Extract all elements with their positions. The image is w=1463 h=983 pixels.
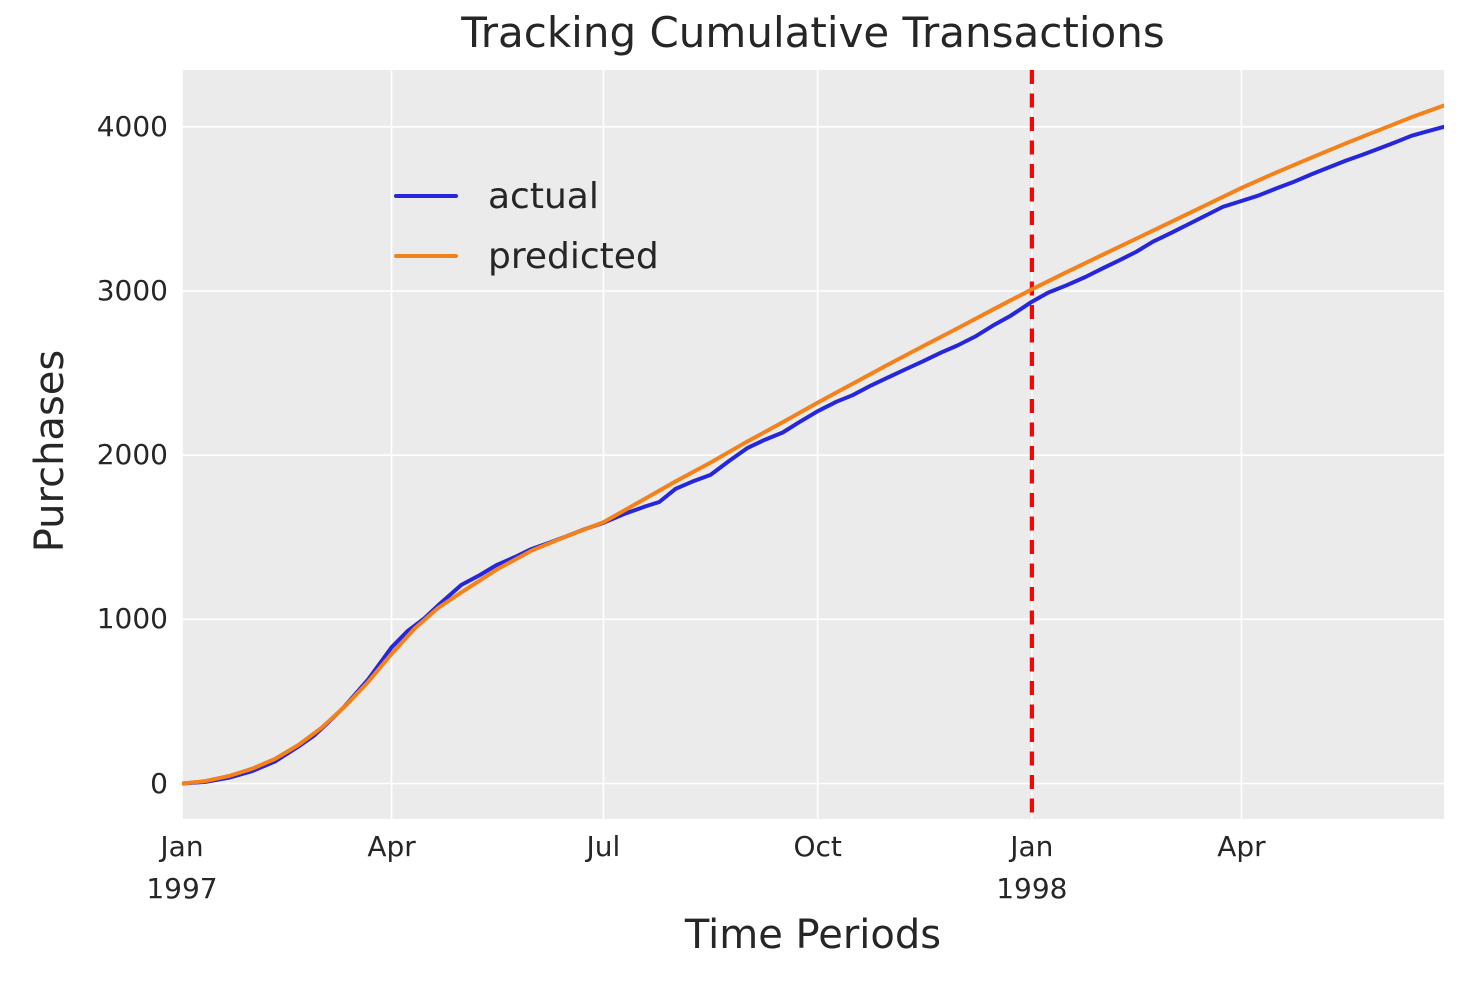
y-tick-label: 3000 xyxy=(96,273,168,307)
x-tick-label: Jul xyxy=(586,830,621,863)
x-axis-label: Time Periods xyxy=(684,912,942,958)
legend-label-predicted: predicted xyxy=(488,235,659,277)
x-tick-label: Jan 1998 xyxy=(996,830,1068,905)
plot-area: actual predicted xyxy=(182,70,1444,819)
actual-line-swatch xyxy=(394,194,458,198)
legend-entry-predicted: predicted xyxy=(394,226,659,286)
y-tick-label: 4000 xyxy=(96,109,168,143)
chart-title: Tracking Cumulative Transactions xyxy=(461,8,1165,57)
x-tick-label: Apr xyxy=(367,830,416,863)
x-tick-label: Jan 1997 xyxy=(146,830,218,905)
y-tick-label: 2000 xyxy=(96,438,168,472)
x-tick-label: Apr xyxy=(1217,830,1266,863)
predicted-line-swatch xyxy=(394,254,458,258)
x-tick-label: Oct xyxy=(793,830,842,863)
y-tick-label: 1000 xyxy=(96,602,168,636)
y-tick-label: 0 xyxy=(150,766,168,800)
chart-canvas xyxy=(182,70,1444,819)
legend-label-actual: actual xyxy=(488,175,599,217)
legend: actual predicted xyxy=(394,166,659,286)
series-line-predicted xyxy=(182,103,1444,786)
legend-entry-actual: actual xyxy=(394,166,659,226)
